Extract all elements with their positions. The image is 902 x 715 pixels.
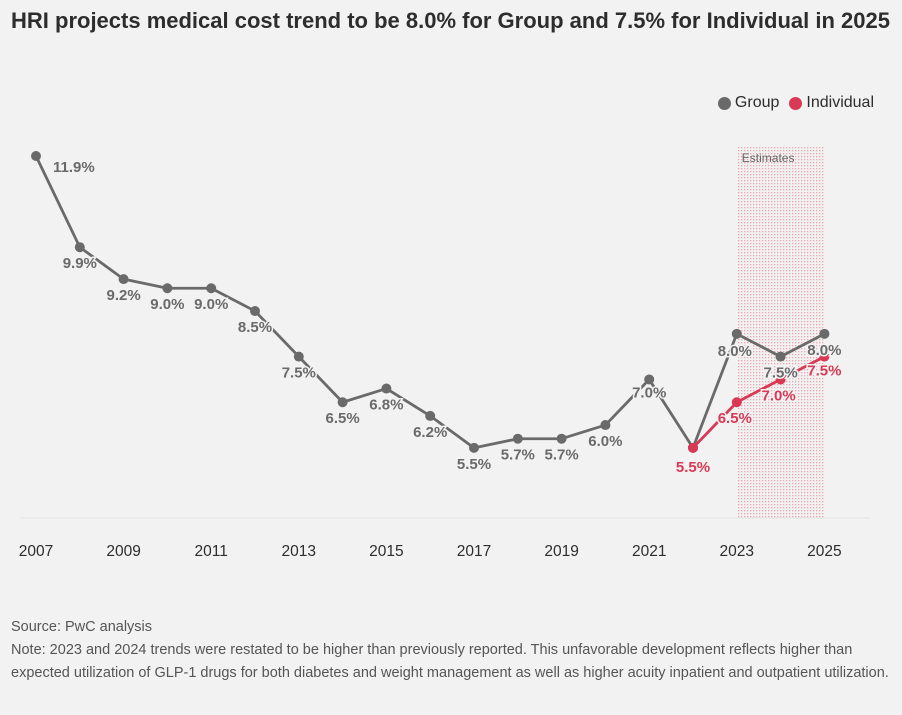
estimates-band bbox=[736, 147, 825, 518]
data-point-group-2016 bbox=[425, 410, 436, 421]
x-tick-label-2011: 2011 bbox=[195, 543, 228, 560]
data-point-group-2025 bbox=[819, 328, 830, 339]
data-point-group-2007 bbox=[31, 151, 41, 161]
data-label-group-2020: 6.0% bbox=[588, 433, 622, 450]
data-label-group-2015: 6.8% bbox=[369, 397, 403, 414]
data-point-group-2009 bbox=[118, 274, 129, 285]
x-tick-label-2017: 2017 bbox=[457, 543, 491, 560]
legend-dot-individual-icon bbox=[789, 96, 803, 110]
data-label-group-2010: 9.0% bbox=[150, 296, 184, 313]
series-line-individual bbox=[691, 355, 826, 450]
data-point-group-2023 bbox=[731, 328, 742, 339]
legend-label-group: Group bbox=[734, 94, 780, 111]
data-point-individual-2023 bbox=[731, 397, 742, 408]
data-label-group-2011: 9.0% bbox=[194, 296, 228, 313]
source-note: Source: PwC analysis bbox=[11, 619, 153, 635]
data-point-group-2024 bbox=[775, 351, 786, 362]
data-point-group-2014 bbox=[337, 397, 348, 408]
data-label-group-2012: 8.5% bbox=[238, 319, 272, 336]
data-point-group-2019 bbox=[556, 433, 567, 444]
data-label-group-2023: 8.0% bbox=[718, 343, 752, 360]
data-label-group-2025: 8.0% bbox=[807, 342, 841, 359]
data-label-group-2017: 5.5% bbox=[457, 456, 491, 473]
x-tick-label-2013: 2013 bbox=[282, 543, 316, 560]
data-label-individual-2022: 5.5% bbox=[676, 459, 710, 476]
footer: Source: PwC analysis Note: 2023 and 2024… bbox=[11, 616, 896, 685]
legend-item-individual: Individual bbox=[789, 94, 874, 112]
data-point-group-2018 bbox=[512, 433, 523, 444]
legend-label-individual: Individual bbox=[806, 94, 874, 111]
data-point-group-2017 bbox=[469, 442, 479, 453]
legend-item-group: Group bbox=[717, 94, 780, 112]
data-point-group-2021 bbox=[644, 374, 655, 385]
x-tick-label-2025: 2025 bbox=[807, 543, 841, 560]
data-label-group-2018: 5.7% bbox=[501, 447, 535, 464]
x-tick-label-2007: 2007 bbox=[19, 543, 53, 560]
x-tick-label-2023: 2023 bbox=[720, 543, 754, 560]
data-point-group-2011 bbox=[206, 283, 217, 294]
x-tick-label-2019: 2019 bbox=[544, 543, 578, 560]
data-label-group-2019: 5.7% bbox=[544, 447, 578, 464]
data-point-group-2008 bbox=[74, 242, 85, 253]
data-point-group-2010 bbox=[162, 283, 173, 294]
estimates-label: Estimates bbox=[742, 151, 795, 165]
data-point-individual-2024 bbox=[775, 374, 786, 385]
data-label-group-2009: 9.2% bbox=[106, 287, 140, 304]
data-label-group-2013: 7.5% bbox=[282, 365, 316, 382]
x-tick-label-2015: 2015 bbox=[369, 543, 403, 560]
legend-dot-group-icon bbox=[717, 96, 731, 110]
data-label-individual-2025: 7.5% bbox=[807, 363, 841, 380]
data-label-group-2016: 6.2% bbox=[413, 424, 447, 441]
data-label-group-2024: 7.5% bbox=[763, 365, 797, 382]
data-label-individual-2024: 7.0% bbox=[761, 387, 795, 404]
data-point-individual-2025 bbox=[819, 351, 830, 362]
data-point-group-2012 bbox=[250, 306, 260, 317]
data-label-group-2008: 9.9% bbox=[63, 255, 97, 272]
x-tick-label-2009: 2009 bbox=[106, 543, 140, 560]
data-label-group-2007: 11.9% bbox=[53, 159, 95, 176]
data-label-individual-2023: 6.5% bbox=[718, 410, 752, 427]
data-label-group-2021: 7.0% bbox=[632, 384, 666, 401]
footnote: Note: 2023 and 2024 trends were restated… bbox=[11, 642, 889, 681]
data-point-group-2015 bbox=[381, 383, 392, 394]
data-point-group-2013 bbox=[293, 351, 304, 362]
data-point-group-2020 bbox=[600, 420, 611, 431]
data-label-group-2014: 6.5% bbox=[325, 410, 359, 427]
chart-title: HRI projects medical cost trend to be 8.… bbox=[11, 8, 890, 33]
data-point-individual-2022 bbox=[688, 442, 698, 453]
line-chart: Estimates 11.9% 9.9% 9.2% 9.0% 9.0% 8.5% 7.5% 6… bbox=[19, 147, 870, 560]
legend: Group Individual bbox=[708, 94, 874, 112]
x-tick-label-2021: 2021 bbox=[632, 543, 666, 560]
